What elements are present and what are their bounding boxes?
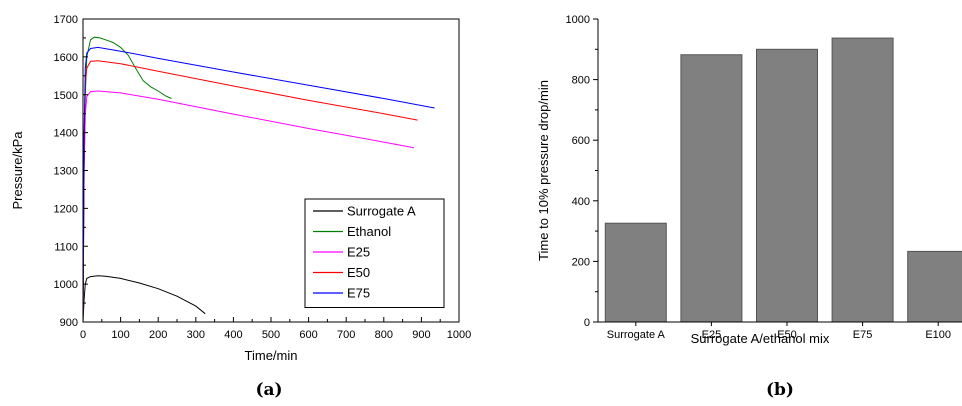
y-tick-label: 400	[572, 196, 590, 208]
x-tick-label: E75	[853, 329, 873, 341]
y-axis-label-a: Pressure/kPa	[10, 131, 25, 210]
y-tick-label: 1100	[54, 241, 78, 253]
legend-label: Ethanol	[347, 224, 391, 239]
y-axis-label-b: Time to 10% pressure drop/min	[536, 80, 551, 261]
x-tick-label: 600	[299, 329, 317, 341]
x-tick-label: 800	[375, 329, 393, 341]
axis-ticks-b: 0 200 400 600 800 1000 Surrogate A E25 E50 E75 E10…	[566, 14, 952, 341]
legend-label: Surrogate A	[347, 204, 416, 219]
x-tick-label: 300	[187, 329, 205, 341]
y-tick-label: 1700	[54, 14, 78, 26]
y-tick-label: 200	[572, 256, 590, 268]
y-tick-label: 900	[60, 317, 78, 329]
axis-ticks-a: 0 100 200 300 400 500 600 700 800 900 1000 900 1000 1…	[54, 14, 472, 341]
legend: Surrogate A Ethanol E25 E50 E75	[304, 198, 445, 308]
y-tick-label: 1000	[54, 279, 78, 291]
bar	[680, 54, 743, 323]
legend-box	[304, 198, 445, 308]
x-tick-label: 1000	[447, 329, 471, 341]
y-tick-label: 1500	[54, 90, 78, 102]
x-axis-label-a: Time/min	[245, 348, 298, 363]
x-tick-label: Surrogate A	[607, 329, 666, 341]
x-tick-label: 400	[224, 329, 242, 341]
x-axis-label-b: Surrogate A/ethanol mix	[691, 331, 830, 346]
legend-label: E25	[347, 245, 370, 260]
x-tick-label: 700	[337, 329, 355, 341]
caption-b: (b)	[766, 380, 794, 400]
x-tick-label: E25	[702, 329, 722, 341]
x-tick-label: 500	[262, 329, 280, 341]
legend-label: E50	[347, 265, 370, 280]
bar	[831, 37, 894, 323]
y-tick-label: 1400	[54, 128, 78, 140]
x-tick-label: E100	[925, 329, 951, 341]
y-tick-label: 1300	[54, 166, 78, 178]
y-tick-label: 1000	[566, 14, 590, 26]
bar	[907, 250, 962, 323]
y-tick-label: 0	[584, 317, 590, 329]
bar	[604, 222, 667, 323]
x-tick-label: E50	[777, 329, 797, 341]
bar-chart-time-to-drop: 0 200 400 600 800 1000 Surrogate A E25 E50 E75 E10…	[536, 14, 962, 400]
x-tick-label: 200	[149, 329, 167, 341]
line-chart-pressure: 0 100 200 300 400 500 600 700 800 900 1000 900 1000 1…	[10, 14, 471, 400]
legend-label: E75	[347, 286, 370, 301]
series-line	[82, 36, 172, 323]
series-line	[82, 275, 206, 323]
series-line	[82, 46, 435, 323]
x-tick-label: 0	[80, 329, 86, 341]
caption-a: (a)	[255, 380, 282, 400]
bars	[604, 37, 962, 323]
x-tick-label: 100	[111, 329, 129, 341]
y-tick-label: 800	[572, 75, 590, 87]
bar	[756, 48, 818, 323]
y-tick-label: 600	[572, 135, 590, 147]
x-tick-label: 900	[412, 329, 430, 341]
y-tick-label: 1600	[54, 52, 78, 64]
y-tick-label: 1200	[54, 203, 78, 215]
